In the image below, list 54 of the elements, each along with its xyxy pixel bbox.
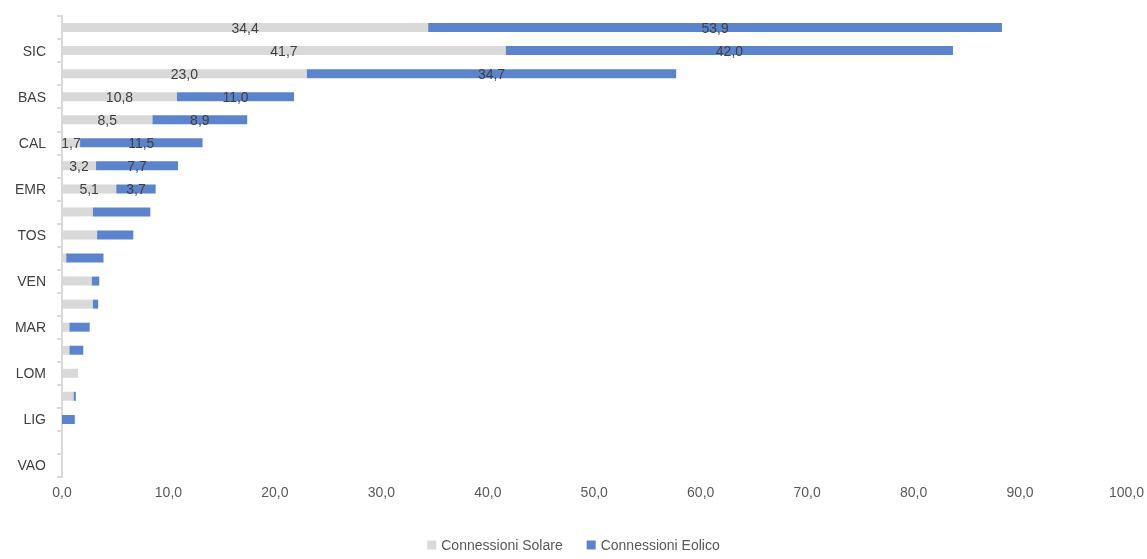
x-tick-label: 100,0: [1108, 484, 1145, 500]
data-label: 3,2: [69, 157, 89, 174]
bar: [66, 253, 104, 263]
bar: [96, 161, 179, 171]
legend-label: Connessioni Eolico: [600, 537, 720, 553]
x-tick-label: 50,0: [580, 484, 609, 500]
x-tick-label: 30,0: [367, 484, 396, 500]
bar: [73, 391, 76, 401]
data-label: 11,5: [128, 134, 155, 151]
data-label: 5,1: [79, 180, 100, 197]
x-tick-label: 80,0: [899, 484, 928, 500]
y-tick-label: LIG: [23, 411, 46, 428]
data-label: 42,0: [715, 42, 744, 59]
x-tick-label: 40,0: [474, 484, 502, 500]
y-tick-label: VEN: [17, 273, 46, 290]
data-label: 41,7: [270, 42, 298, 59]
bar: [80, 138, 203, 148]
y-tick-label: CAL: [18, 134, 47, 151]
data-label: 8,5: [97, 111, 118, 128]
bar: [92, 207, 151, 217]
y-tick-label: SIC: [22, 42, 46, 59]
data-label: 1,7: [61, 134, 81, 151]
x-tick-label: 20,0: [261, 484, 289, 500]
x-tick-label: 70,0: [793, 484, 821, 500]
bar: [92, 299, 99, 309]
data-label: 34,7: [477, 65, 506, 82]
bar: [306, 69, 677, 79]
bar: [97, 230, 134, 240]
y-tick-label: MAR: [14, 319, 46, 336]
y-tick-label: BAS: [17, 88, 46, 105]
y-tick-label: VAO: [17, 457, 47, 474]
data-label: 7,7: [127, 157, 147, 174]
x-tick-label: 90,0: [1006, 484, 1034, 500]
data-label: 11,0: [222, 88, 249, 105]
data-label: 53,9: [701, 19, 729, 36]
y-tick-label: EMR: [14, 180, 46, 197]
x-tick-label: 60,0: [687, 484, 715, 500]
bar: [91, 276, 100, 286]
data-label: 34,4: [231, 19, 259, 36]
data-label: 10,8: [105, 88, 134, 105]
bar: [176, 92, 295, 102]
bar: [62, 414, 75, 424]
bar: [428, 23, 1002, 33]
bar: [505, 46, 953, 56]
legend-label: Connessioni Solare: [441, 537, 563, 553]
bar: [69, 322, 90, 332]
y-tick-label: LOM: [15, 365, 46, 382]
y-tick-label: TOS: [17, 226, 46, 243]
data-label: 3,7: [126, 180, 146, 197]
x-tick-label: 10,0: [154, 484, 183, 500]
data-label: 8,9: [190, 111, 210, 128]
data-label: 23,0: [170, 65, 199, 82]
x-tick-label: 0,0: [52, 484, 72, 500]
bar: [69, 345, 84, 355]
